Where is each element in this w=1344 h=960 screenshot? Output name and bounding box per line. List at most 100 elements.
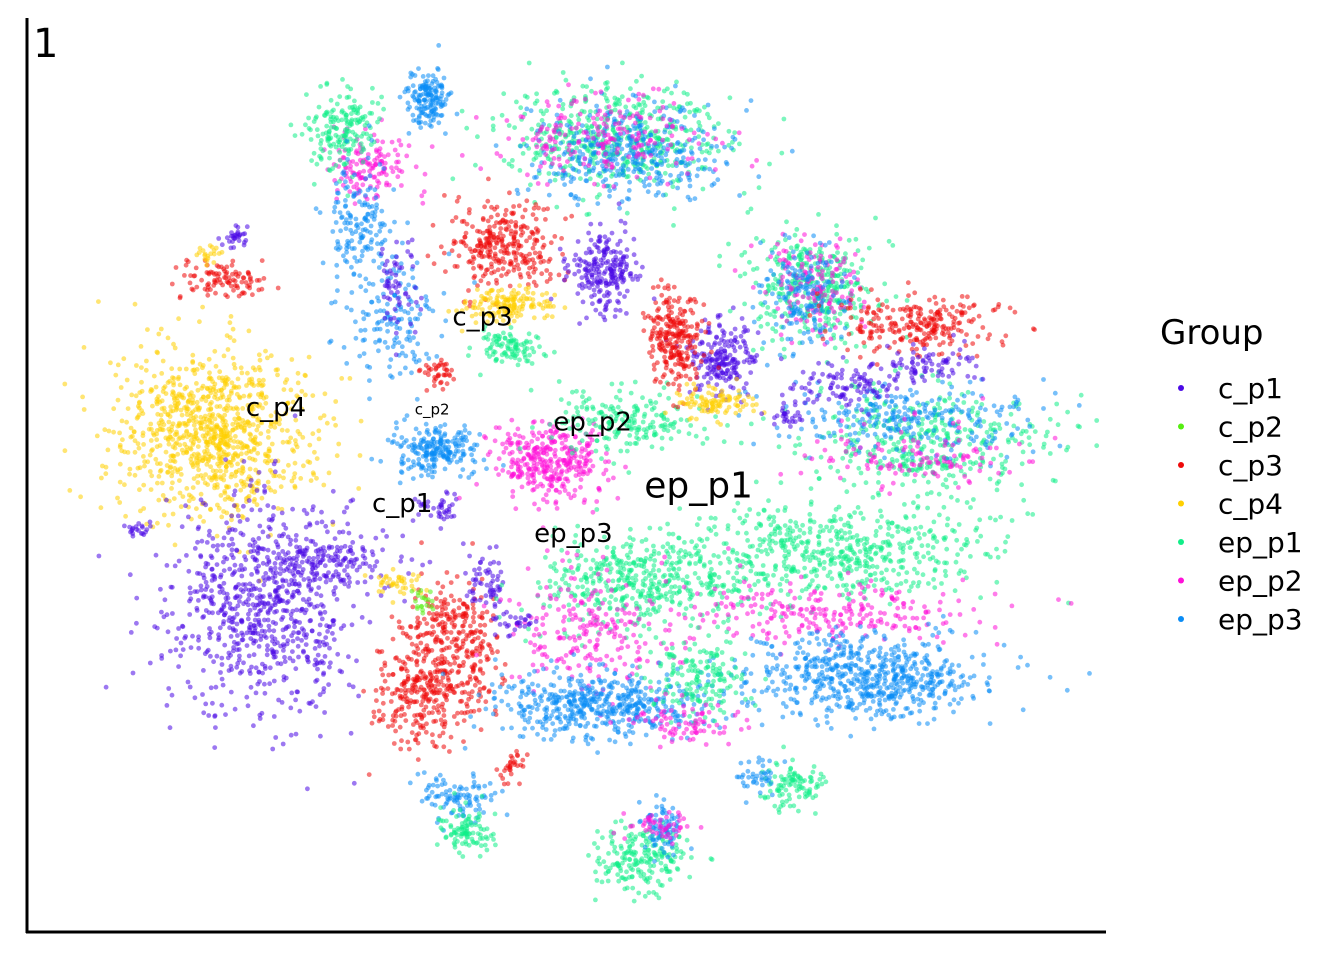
data-point bbox=[554, 506, 560, 511]
data-point bbox=[682, 615, 688, 621]
data-point bbox=[399, 554, 404, 560]
data-point bbox=[168, 404, 174, 410]
data-point bbox=[165, 412, 171, 417]
data-point bbox=[634, 435, 639, 440]
data-point bbox=[268, 424, 274, 429]
data-point bbox=[186, 492, 192, 498]
data-point bbox=[759, 591, 765, 597]
data-point bbox=[164, 497, 169, 503]
data-point bbox=[149, 387, 155, 393]
data-point bbox=[525, 465, 531, 471]
data-point bbox=[658, 423, 664, 429]
data-point bbox=[192, 371, 198, 377]
data-point bbox=[237, 421, 243, 427]
data-point bbox=[896, 589, 902, 595]
data-point bbox=[321, 413, 327, 418]
data-point bbox=[645, 658, 650, 664]
data-point bbox=[785, 604, 791, 610]
data-point bbox=[377, 649, 382, 655]
data-point bbox=[253, 690, 259, 696]
data-point bbox=[650, 607, 656, 612]
data-point bbox=[905, 540, 911, 546]
data-point bbox=[594, 561, 599, 567]
data-point bbox=[369, 456, 375, 462]
data-point bbox=[346, 575, 352, 581]
data-point bbox=[255, 570, 260, 575]
data-point bbox=[900, 601, 906, 606]
data-point bbox=[419, 466, 424, 471]
data-point bbox=[474, 481, 479, 487]
data-point bbox=[490, 650, 495, 656]
data-point bbox=[605, 477, 611, 483]
data-point bbox=[644, 547, 650, 553]
data-point bbox=[227, 527, 233, 533]
data-point bbox=[117, 500, 123, 505]
data-point bbox=[304, 545, 310, 551]
data-point bbox=[661, 427, 667, 433]
data-point bbox=[839, 576, 845, 582]
data-point bbox=[416, 461, 421, 466]
data-point bbox=[273, 735, 279, 740]
data-point bbox=[587, 638, 593, 644]
data-point bbox=[448, 683, 454, 689]
data-point bbox=[132, 472, 138, 478]
data-point bbox=[176, 316, 182, 322]
data-point bbox=[808, 592, 814, 597]
data-point bbox=[581, 500, 587, 505]
data-point bbox=[397, 624, 402, 630]
data-point bbox=[534, 445, 540, 450]
data-point bbox=[638, 557, 644, 563]
data-point bbox=[665, 521, 670, 527]
data-point bbox=[772, 609, 778, 615]
data-point bbox=[507, 451, 513, 457]
data-point bbox=[934, 539, 940, 544]
data-point bbox=[487, 589, 493, 595]
data-point bbox=[711, 619, 717, 625]
data-point bbox=[850, 598, 856, 604]
data-point bbox=[482, 632, 488, 638]
data-point bbox=[506, 470, 511, 475]
data-point bbox=[835, 541, 840, 547]
data-point bbox=[293, 666, 299, 672]
data-point bbox=[931, 577, 936, 582]
data-point bbox=[522, 445, 527, 451]
data-point bbox=[831, 617, 836, 622]
data-point bbox=[256, 469, 262, 475]
data-point bbox=[903, 578, 909, 584]
data-point bbox=[169, 366, 175, 372]
data-point bbox=[515, 474, 521, 479]
data-point bbox=[664, 548, 669, 554]
data-point bbox=[223, 468, 229, 474]
data-point bbox=[741, 579, 747, 585]
data-point bbox=[247, 671, 253, 676]
data-point bbox=[415, 606, 420, 611]
data-point bbox=[266, 458, 272, 464]
data-point bbox=[735, 530, 741, 536]
data-point bbox=[315, 666, 320, 672]
data-point bbox=[252, 625, 258, 631]
data-point bbox=[232, 585, 238, 591]
data-point bbox=[580, 584, 585, 590]
data-point bbox=[588, 622, 594, 628]
data-point bbox=[906, 628, 912, 634]
data-point bbox=[197, 319, 202, 325]
data-point bbox=[380, 589, 385, 594]
data-point bbox=[484, 582, 490, 588]
data-point bbox=[752, 602, 758, 608]
data-point bbox=[217, 369, 223, 375]
data-point bbox=[467, 553, 472, 559]
data-point bbox=[354, 658, 359, 664]
data-point bbox=[601, 471, 607, 477]
data-point bbox=[430, 624, 435, 629]
data-point bbox=[177, 442, 183, 448]
data-point bbox=[944, 522, 950, 528]
data-point bbox=[754, 554, 760, 559]
data-point bbox=[428, 589, 433, 595]
data-point bbox=[208, 415, 214, 421]
data-point bbox=[415, 615, 421, 621]
data-point bbox=[402, 661, 408, 667]
data-point bbox=[351, 780, 357, 786]
data-point bbox=[464, 704, 470, 709]
data-point bbox=[128, 630, 134, 635]
data-point bbox=[234, 482, 239, 488]
